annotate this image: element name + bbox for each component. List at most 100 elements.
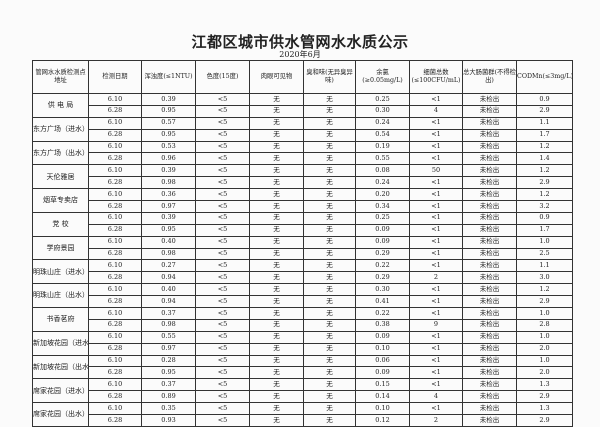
table-row: 东方广场（出水） 6.10 0.53 <5 无无 0.19 <1 未检出 1.2 bbox=[32, 140, 573, 166]
value-cell: 0.35 bbox=[141, 402, 196, 416]
value-cell: 未检出 bbox=[462, 354, 517, 368]
site-name-cell: 席家花园（进水） bbox=[32, 378, 89, 404]
value-cell: 无 bbox=[303, 402, 356, 416]
column-header: CODMn(≤3mg/L) bbox=[516, 60, 573, 94]
value-cell: 无 bbox=[249, 295, 304, 309]
value-cell: 未检出 bbox=[462, 188, 517, 202]
value-cell: 6.10 bbox=[88, 211, 142, 225]
value-cell: 0.14 bbox=[355, 390, 410, 404]
value-cell: 6.10 bbox=[88, 164, 142, 178]
value-cell: 6.10 bbox=[88, 259, 142, 273]
value-cell: 0.09 bbox=[355, 235, 410, 249]
value-cell: <5 bbox=[195, 342, 250, 356]
table-row: 6.28 0.94 <5 无无 0.41 <1 未检出 2.9 bbox=[33, 295, 573, 309]
value-cell: 未检出 bbox=[462, 200, 517, 213]
value-cell: 6.28 bbox=[88, 176, 142, 190]
site-name-cell: 东方广场（进水） bbox=[32, 116, 89, 142]
value-cell: 0.95 bbox=[141, 366, 196, 380]
value-cell: 0.97 bbox=[141, 200, 196, 213]
value-cell: 6.10 bbox=[88, 354, 142, 368]
value-cell: 0.09 bbox=[355, 223, 410, 237]
value-cell: <1 bbox=[409, 295, 463, 309]
table-row: 学府景园 6.10 0.40 <5 无无 0.09 <1 未检出 1.0 bbox=[32, 235, 573, 261]
value-cell: 无 bbox=[303, 200, 356, 213]
value-cell: 0.09 bbox=[355, 366, 410, 380]
table-row: 供 电 局 6.10 0.39 <5 无无 0.25 <1 未检出 0.9 bbox=[32, 93, 573, 118]
value-cell: 无 bbox=[303, 259, 356, 273]
value-cell: 6.28 bbox=[88, 152, 142, 166]
site-name-cell: 明珠山庄（进水） bbox=[32, 259, 89, 285]
value-cell: 0.09 bbox=[355, 330, 410, 344]
value-cell: 6.10 bbox=[88, 283, 142, 297]
value-cell: 0.24 bbox=[355, 116, 410, 130]
value-cell: <5 bbox=[195, 295, 250, 309]
value-cell: <5 bbox=[195, 176, 250, 190]
value-cell: 无 bbox=[249, 366, 304, 380]
site-name-cell: 天伦雅居 bbox=[32, 164, 89, 190]
column-header: 浑浊度(≤1NTU) bbox=[141, 60, 196, 94]
value-cell: 6.28 bbox=[88, 223, 142, 237]
site-name-cell: 新加坡花园（出水） bbox=[32, 354, 89, 380]
table-row: 席家花园（进水） 6.10 0.37 <5 无无 0.15 <1 未检出 1.3 bbox=[32, 378, 573, 404]
value-cell: 无 bbox=[303, 152, 356, 166]
value-cell: 0.41 bbox=[355, 295, 410, 309]
value-cell: 0.15 bbox=[355, 378, 410, 392]
document-title: 江都区城市供水管网水水质公示 bbox=[191, 33, 409, 51]
value-cell: <1 bbox=[409, 140, 463, 154]
value-cell: 9 bbox=[409, 318, 463, 332]
value-cell: 无 bbox=[249, 247, 304, 261]
value-cell: <5 bbox=[195, 283, 250, 297]
value-cell: 1.7 bbox=[516, 223, 573, 237]
value-cell: 0.95 bbox=[141, 104, 196, 118]
value-cell: 无 bbox=[249, 116, 304, 130]
value-cell: 无 bbox=[303, 283, 356, 297]
value-cell: <5 bbox=[195, 128, 250, 142]
value-cell: 未检出 bbox=[462, 295, 517, 309]
value-cell: 2.9 bbox=[516, 104, 573, 118]
value-cell: <1 bbox=[409, 93, 463, 106]
value-cell: 0.37 bbox=[141, 307, 196, 320]
value-cell: 1.4 bbox=[516, 152, 573, 166]
value-cell: <1 bbox=[409, 342, 463, 356]
value-cell: 2.9 bbox=[516, 390, 573, 404]
value-cell: 0.9 bbox=[516, 93, 573, 106]
value-cell: 无 bbox=[303, 354, 356, 368]
site-name-cell: 书香茗府 bbox=[32, 307, 89, 332]
value-cell: 0.30 bbox=[355, 104, 410, 118]
value-cell: 无 bbox=[303, 235, 356, 249]
value-cell: 未检出 bbox=[462, 259, 517, 273]
site-name-cell: 学府景园 bbox=[32, 235, 89, 261]
value-cell: 6.28 bbox=[88, 342, 142, 356]
value-cell: <1 bbox=[409, 330, 463, 344]
value-cell: 0.95 bbox=[141, 223, 196, 237]
value-cell: 0.10 bbox=[355, 402, 410, 416]
value-cell: 无 bbox=[249, 330, 304, 344]
value-cell: 无 bbox=[303, 211, 356, 225]
column-header: 肉眼可见物 bbox=[249, 60, 304, 94]
value-cell: 无 bbox=[249, 378, 304, 392]
value-cell: 1.0 bbox=[516, 330, 573, 344]
site-name-cell: 党 校 bbox=[32, 211, 89, 237]
value-cell: <1 bbox=[409, 354, 463, 368]
value-cell: <1 bbox=[409, 235, 463, 249]
value-cell: 未检出 bbox=[462, 283, 517, 297]
value-cell: 6.28 bbox=[88, 414, 142, 427]
table-row: 6.28 0.94 <5 无无 0.29 2 未检出 3.0 bbox=[33, 271, 573, 285]
value-cell: 6.10 bbox=[88, 188, 142, 202]
value-cell: 0.34 bbox=[355, 200, 410, 213]
value-cell: 无 bbox=[249, 200, 304, 213]
value-cell: <5 bbox=[195, 93, 250, 106]
value-cell: 0.28 bbox=[141, 354, 196, 368]
value-cell: 无 bbox=[303, 247, 356, 261]
value-cell: 无 bbox=[249, 176, 304, 190]
value-cell: <5 bbox=[195, 366, 250, 380]
value-cell: 无 bbox=[249, 390, 304, 404]
value-cell: 1.2 bbox=[516, 164, 573, 178]
value-cell: 无 bbox=[249, 188, 304, 202]
value-cell: 3.2 bbox=[516, 200, 573, 213]
value-cell: 6.10 bbox=[88, 116, 142, 130]
value-cell: 无 bbox=[303, 378, 356, 392]
value-cell: 0.55 bbox=[355, 152, 410, 166]
table-row: 天伦雅居 6.10 0.39 <5 无无 0.08 50 未检出 1.2 bbox=[32, 164, 573, 190]
